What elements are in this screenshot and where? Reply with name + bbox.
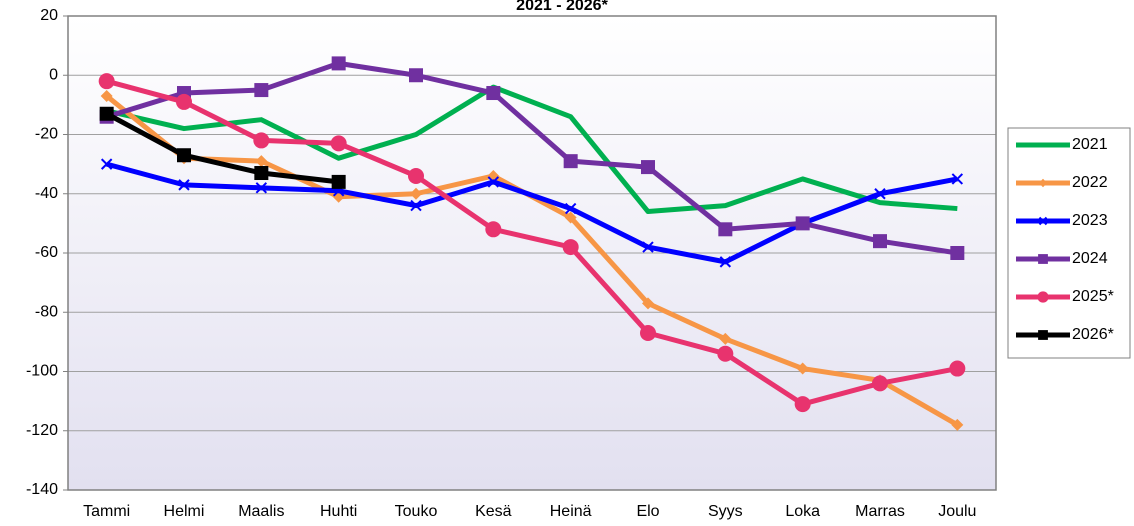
marker <box>719 332 732 345</box>
x-tick-label: Huhti <box>320 503 357 520</box>
marker <box>873 234 887 249</box>
legend <box>1007 127 1131 359</box>
marker <box>1037 291 1049 303</box>
legend-label: 2025* <box>1072 288 1114 305</box>
chart-title: 2021 - 2026* <box>516 0 608 14</box>
marker <box>718 222 733 237</box>
marker <box>642 297 654 310</box>
x-tick-label: Joulu <box>938 503 976 520</box>
y-tick-label: -100 <box>26 363 58 380</box>
y-tick-label: -60 <box>35 244 58 261</box>
series-line <box>106 78 958 407</box>
marker <box>331 56 346 71</box>
marker <box>563 154 578 169</box>
y-tick-label: -140 <box>26 481 58 498</box>
marker <box>1038 330 1048 340</box>
marker <box>330 135 347 152</box>
x-tick-label: Loka <box>785 503 820 520</box>
marker <box>255 182 268 194</box>
y-tick-label: 0 <box>49 66 58 83</box>
marker <box>564 211 577 224</box>
marker <box>487 176 500 188</box>
y-tick-label: -120 <box>26 422 58 439</box>
legend-label: 2022 <box>1072 174 1108 191</box>
x-tick-label: Heinä <box>550 503 592 520</box>
marker <box>1038 254 1048 264</box>
marker <box>950 246 965 260</box>
marker <box>641 160 655 175</box>
marker <box>562 239 579 256</box>
x-tick-label: Syys <box>708 503 743 520</box>
marker <box>178 179 190 191</box>
marker <box>176 93 192 110</box>
marker <box>408 167 424 184</box>
marker <box>951 173 964 185</box>
marker <box>486 86 501 101</box>
marker <box>98 73 115 90</box>
marker <box>331 174 346 189</box>
marker <box>409 68 423 83</box>
marker <box>872 375 888 392</box>
x-tick-label: Tammi <box>83 503 130 520</box>
marker <box>642 241 654 253</box>
legend-label: 2021 <box>1072 136 1108 153</box>
x-tick-label: Elo <box>636 503 659 520</box>
legend-label: 2026* <box>1072 326 1114 343</box>
marker <box>485 221 502 238</box>
marker <box>410 187 422 200</box>
marker <box>874 188 886 200</box>
marker <box>640 324 656 341</box>
legend-label: 2024 <box>1072 250 1108 267</box>
marker <box>254 83 269 98</box>
marker <box>795 216 810 231</box>
marker <box>253 132 270 149</box>
marker <box>254 166 269 181</box>
marker <box>177 148 191 163</box>
marker <box>99 106 114 121</box>
y-tick-label: -40 <box>35 185 58 202</box>
series-line <box>106 84 958 215</box>
marker <box>564 202 577 215</box>
marker <box>717 345 734 362</box>
marker <box>796 362 809 375</box>
marker <box>100 89 113 102</box>
marker <box>949 360 966 377</box>
x-tick-label: Helmi <box>164 503 205 520</box>
x-tick-label: Marras <box>855 503 905 520</box>
legend-label: 2023 <box>1072 212 1108 229</box>
y-tick-label: -80 <box>35 303 58 320</box>
x-tick-label: Maalis <box>238 503 284 520</box>
x-tick-label: Touko <box>395 503 438 520</box>
marker <box>794 396 811 413</box>
marker <box>410 199 422 212</box>
marker <box>100 158 113 170</box>
series-line <box>105 111 339 185</box>
marker <box>1038 178 1048 188</box>
marker <box>719 256 732 268</box>
x-tick-label: Kesä <box>475 503 512 520</box>
marker <box>255 155 268 168</box>
marker <box>1038 216 1048 226</box>
y-tick-label: -20 <box>35 126 58 143</box>
y-tick-label: 20 <box>40 7 58 24</box>
series-line <box>105 60 958 256</box>
marker <box>951 418 964 431</box>
series-line <box>106 161 958 265</box>
